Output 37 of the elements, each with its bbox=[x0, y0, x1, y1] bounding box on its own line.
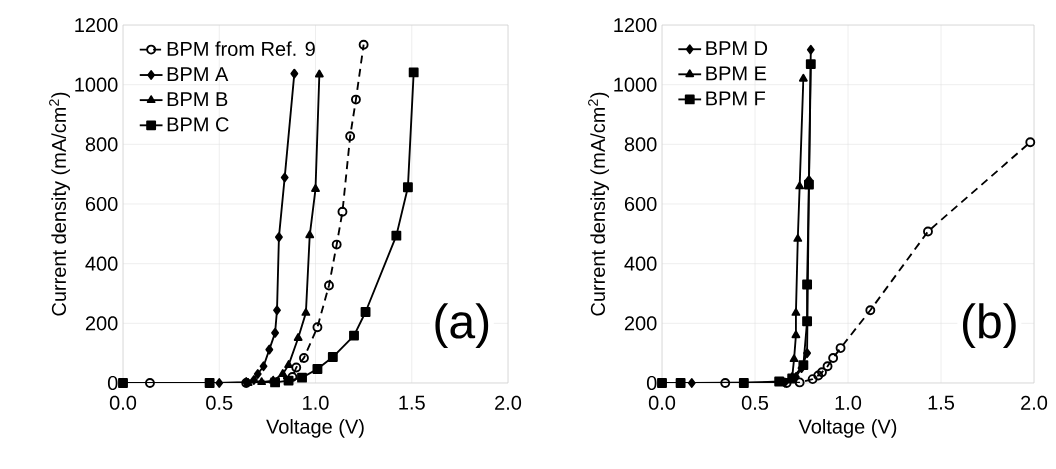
y-tick-label: 1000 bbox=[75, 77, 118, 92]
x-axis-title: Voltage (V) bbox=[798, 419, 897, 438]
y-tick-label: 1200 bbox=[75, 17, 118, 33]
y-tick-label: 0 bbox=[107, 375, 118, 391]
x-tick-label: 0.5 bbox=[741, 395, 769, 410]
x-tick-label: 1.0 bbox=[835, 395, 862, 410]
y-tick-label: 600 bbox=[624, 196, 657, 212]
annotation: (b) bbox=[963, 303, 1016, 349]
x-tick-label: 1.5 bbox=[399, 395, 425, 410]
legend-label: BPM D bbox=[706, 41, 768, 56]
x-tick-label: 0.0 bbox=[648, 395, 676, 410]
y-tick-label: 400 bbox=[85, 256, 118, 271]
y-tick-label: 800 bbox=[85, 137, 118, 152]
annotation: (a) bbox=[435, 303, 489, 349]
x-tick-label: 2.0 bbox=[495, 395, 522, 410]
y-tick-label: 600 bbox=[85, 196, 118, 212]
x-tick-label: 0.0 bbox=[109, 395, 137, 410]
y-tick-label: 1000 bbox=[614, 77, 657, 92]
x-tick-label: 0.5 bbox=[206, 395, 233, 410]
legend-label: BPM B bbox=[167, 92, 228, 106]
y-axis-title: Current density (mA/cm$^{2}$) bbox=[49, 92, 70, 316]
y-axis-title: Current density (mA/cm$^{2}$) bbox=[588, 92, 609, 316]
legend-label: BPM A bbox=[167, 67, 229, 81]
y-tick-label: 800 bbox=[624, 137, 657, 152]
y-tick-label: 1200 bbox=[614, 17, 657, 33]
y-tick-label: 200 bbox=[624, 316, 657, 331]
x-tick-label: 1.5 bbox=[928, 395, 955, 410]
legend-label: BPM F bbox=[706, 91, 766, 106]
legend-label: BPM E bbox=[706, 66, 767, 81]
legend-label: BPM from Ref. 9 bbox=[167, 41, 315, 56]
y-tick-label: 400 bbox=[624, 256, 657, 271]
legend-label: BPM C bbox=[167, 117, 229, 132]
y-tick-label: 200 bbox=[85, 316, 118, 331]
x-axis-title: Voltage (V) bbox=[266, 419, 364, 438]
x-tick-label: 2.0 bbox=[1021, 395, 1048, 410]
y-tick-label: 0 bbox=[646, 375, 657, 391]
x-tick-label: 1.0 bbox=[303, 395, 329, 410]
